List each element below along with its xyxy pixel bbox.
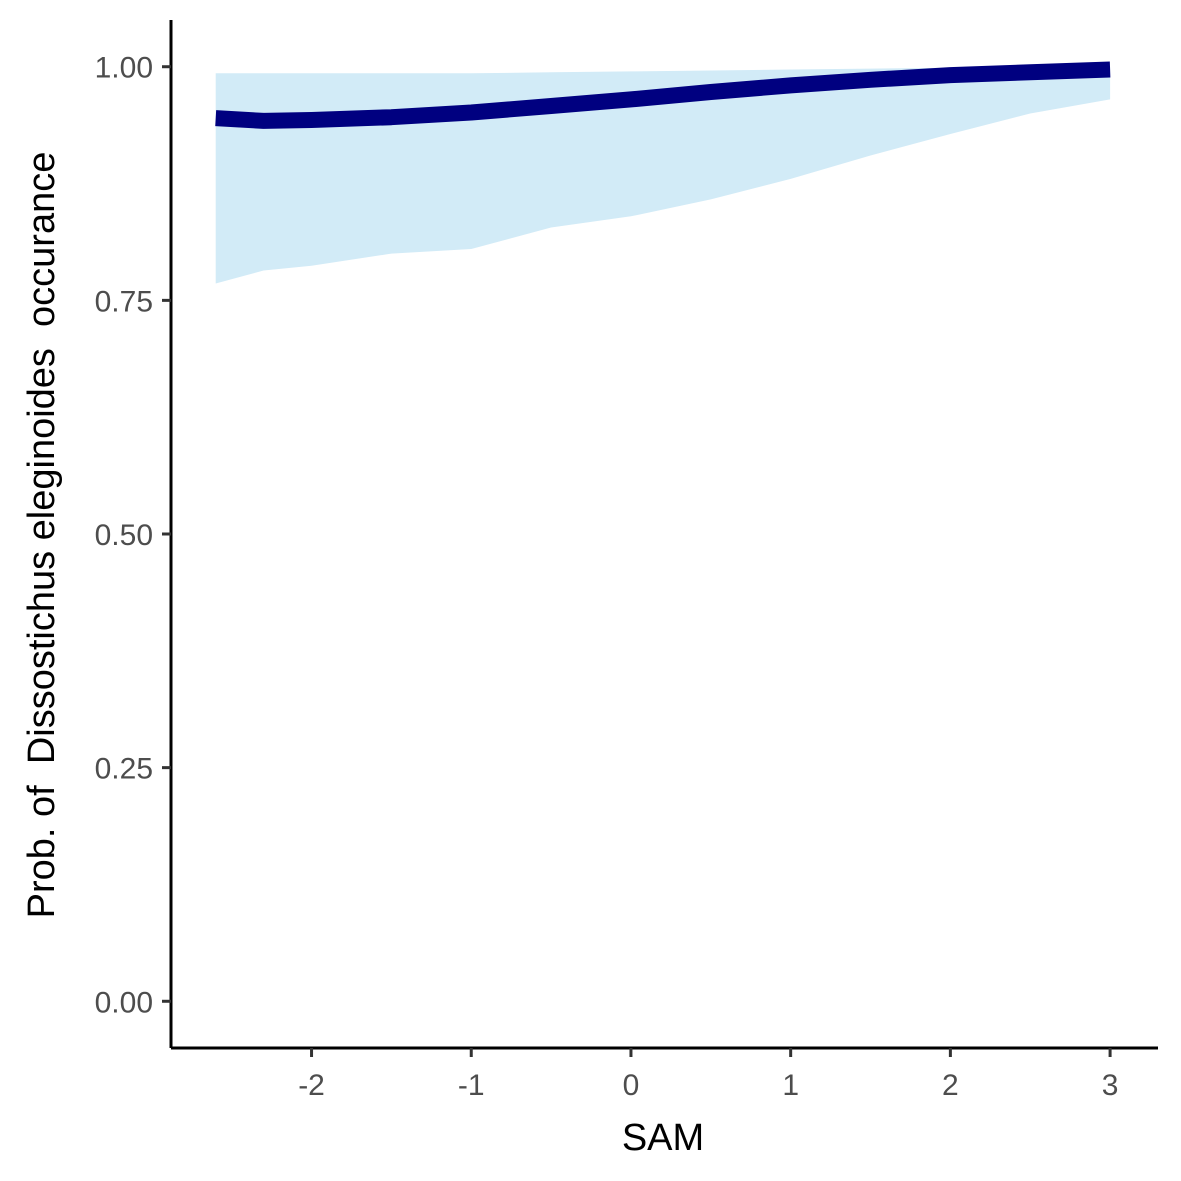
y-tick-label: 1.00: [95, 52, 153, 85]
y-tick-label: 0.75: [95, 285, 153, 318]
y-axis-ticks: 0.00 0.25 0.50 0.75 1.00: [95, 52, 171, 1019]
y-tick-label: 0.50: [95, 519, 153, 552]
y-axis-title: Prob. of Dissostichus eleginoides occura…: [21, 152, 63, 919]
fit-line-layer: [215, 61, 1111, 129]
y-tick-label: 0.25: [95, 753, 153, 786]
x-tick-label: 3: [1102, 1069, 1119, 1102]
x-tick-label: 0: [623, 1069, 640, 1102]
fit-line: [215, 61, 1111, 129]
x-tick-label: -2: [298, 1069, 325, 1102]
x-tick-label: -1: [458, 1069, 485, 1102]
y-tick-label: 0.00: [95, 986, 153, 1019]
x-tick-label: 2: [942, 1069, 959, 1102]
x-axis-ticks: -2 -1 0 1 2 3: [298, 1048, 1118, 1102]
x-tick-label: 1: [782, 1069, 799, 1102]
x-axis-title: SAM: [622, 1117, 704, 1159]
